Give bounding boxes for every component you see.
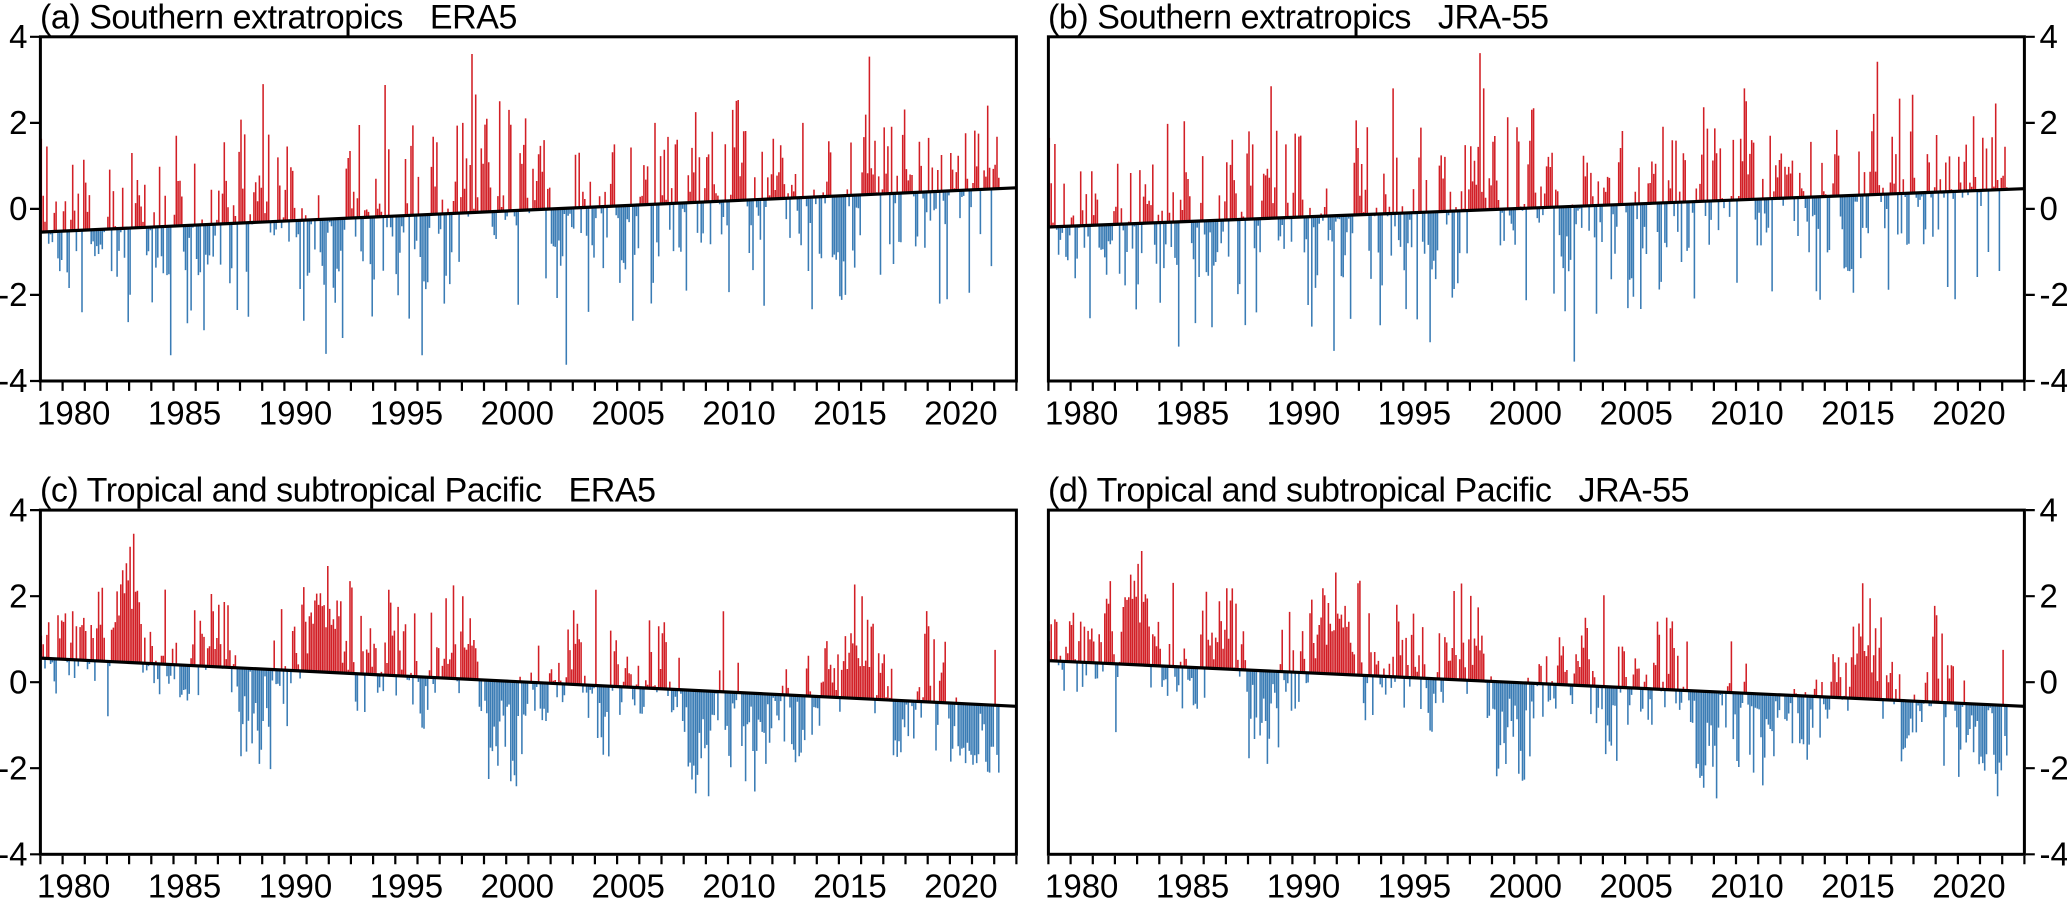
svg-text:2020: 2020 bbox=[924, 395, 997, 432]
svg-text:2015: 2015 bbox=[813, 868, 886, 899]
svg-text:2: 2 bbox=[2040, 104, 2058, 141]
svg-text:-2: -2 bbox=[2040, 276, 2067, 313]
svg-text:4: 4 bbox=[9, 491, 27, 528]
svg-text:2005: 2005 bbox=[1599, 395, 1672, 432]
svg-text:1985: 1985 bbox=[148, 868, 221, 899]
svg-text:(c) Tropical and subtropical P: (c) Tropical and subtropical Pacific ERA… bbox=[40, 472, 656, 510]
svg-text:2005: 2005 bbox=[1599, 868, 1672, 899]
svg-text:1990: 1990 bbox=[1267, 868, 1340, 899]
svg-text:-4: -4 bbox=[0, 362, 28, 399]
svg-text:2020: 2020 bbox=[924, 868, 997, 899]
svg-text:-4: -4 bbox=[2040, 362, 2067, 399]
svg-text:1980: 1980 bbox=[1045, 395, 1118, 432]
svg-text:(b) Southern extratropics JR: (b) Southern extratropics JRA-55 bbox=[1048, 0, 1549, 37]
svg-text:2000: 2000 bbox=[481, 868, 554, 899]
svg-text:2010: 2010 bbox=[1710, 868, 1783, 899]
svg-text:1980: 1980 bbox=[37, 395, 110, 432]
svg-text:1980: 1980 bbox=[37, 868, 110, 899]
svg-text:2000: 2000 bbox=[481, 395, 554, 432]
svg-text:2015: 2015 bbox=[1821, 868, 1894, 899]
svg-text:2015: 2015 bbox=[813, 395, 886, 432]
svg-text:2005: 2005 bbox=[591, 395, 664, 432]
svg-text:2020: 2020 bbox=[1932, 395, 2005, 432]
svg-text:1990: 1990 bbox=[259, 395, 332, 432]
svg-text:1995: 1995 bbox=[1378, 395, 1451, 432]
svg-text:-4: -4 bbox=[0, 836, 28, 873]
svg-text:2010: 2010 bbox=[1710, 395, 1783, 432]
svg-text:1980: 1980 bbox=[1045, 868, 1118, 899]
svg-text:-2: -2 bbox=[0, 276, 28, 313]
svg-text:2: 2 bbox=[2040, 577, 2058, 614]
svg-text:0: 0 bbox=[2040, 663, 2058, 700]
svg-text:1990: 1990 bbox=[259, 868, 332, 899]
svg-text:2: 2 bbox=[9, 577, 27, 614]
svg-text:-2: -2 bbox=[2040, 750, 2067, 787]
svg-text:1995: 1995 bbox=[1378, 868, 1451, 899]
svg-text:2005: 2005 bbox=[591, 868, 664, 899]
svg-text:1985: 1985 bbox=[1156, 868, 1229, 899]
svg-text:2: 2 bbox=[9, 104, 27, 141]
svg-text:2000: 2000 bbox=[1489, 868, 1562, 899]
svg-text:2020: 2020 bbox=[1932, 868, 2005, 899]
svg-text:2015: 2015 bbox=[1821, 395, 1894, 432]
svg-text:1990: 1990 bbox=[1267, 395, 1340, 432]
svg-text:0: 0 bbox=[2040, 190, 2058, 227]
svg-text:4: 4 bbox=[9, 18, 27, 55]
svg-text:(a) Southern extratropics ER: (a) Southern extratropics ERA5 bbox=[40, 0, 517, 37]
svg-text:(d) Tropical and subtropical P: (d) Tropical and subtropical Pacific JRA… bbox=[1048, 472, 1689, 510]
svg-text:2010: 2010 bbox=[702, 868, 775, 899]
svg-text:2010: 2010 bbox=[702, 395, 775, 432]
svg-text:1995: 1995 bbox=[370, 868, 443, 899]
svg-text:-4: -4 bbox=[2040, 836, 2067, 873]
svg-text:1985: 1985 bbox=[148, 395, 221, 432]
svg-text:4: 4 bbox=[2040, 18, 2058, 55]
svg-text:1985: 1985 bbox=[1156, 395, 1229, 432]
svg-text:0: 0 bbox=[9, 190, 27, 227]
svg-text:0: 0 bbox=[9, 663, 27, 700]
svg-text:1995: 1995 bbox=[370, 395, 443, 432]
svg-text:4: 4 bbox=[2040, 491, 2058, 528]
svg-text:-2: -2 bbox=[0, 750, 28, 787]
svg-text:2000: 2000 bbox=[1489, 395, 1562, 432]
